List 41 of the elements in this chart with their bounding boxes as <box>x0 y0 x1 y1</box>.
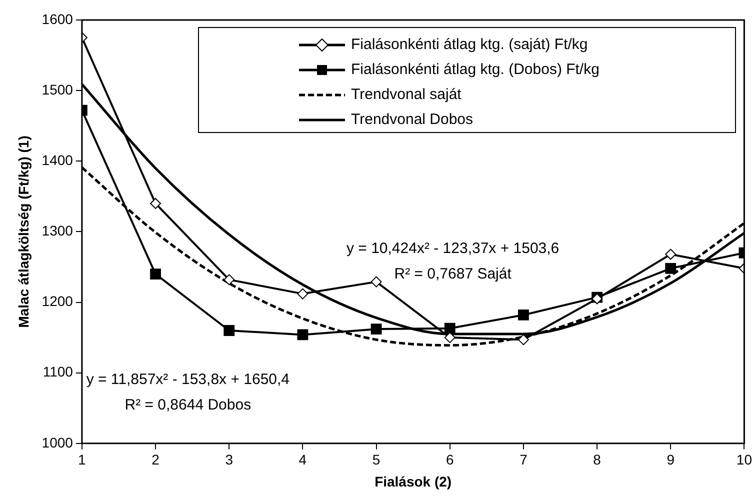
legend-label: Trendvonal saját <box>351 86 462 103</box>
y-tick-label: 1500 <box>42 81 74 98</box>
point <box>150 268 161 280</box>
point <box>665 262 676 274</box>
x-tick-label: 1 <box>78 452 86 468</box>
x-axis-title: Fialások (2) <box>374 473 452 490</box>
annotation: R² = 0,7687 Saját <box>394 265 512 282</box>
x-tick-label: 7 <box>520 452 528 468</box>
x-tick-label: 4 <box>298 452 307 468</box>
point <box>665 248 676 260</box>
legend-label: Fialásonkénti átlag ktg. (saját) Ft/kg <box>351 36 588 53</box>
annotation: R² = 0,8644 Dobos <box>124 396 252 414</box>
x-tick-label: 6 <box>446 452 454 468</box>
x-tick-label: 9 <box>666 452 675 468</box>
point <box>370 276 382 288</box>
y-tick-label: 1600 <box>42 10 74 27</box>
point <box>370 324 382 335</box>
x-tick-label: 2 <box>152 452 160 468</box>
x-tick-label: 3 <box>225 452 234 468</box>
y-tick-label: 1000 <box>42 434 74 450</box>
point <box>444 332 456 344</box>
point <box>150 198 162 209</box>
y-tick-label: 1100 <box>42 364 74 380</box>
annotation: y = 11,857x² - 153,8x + 1650,4 <box>86 371 290 388</box>
y-tick-label: 1400 <box>42 152 74 168</box>
legend-label: Trendvonal Dobos <box>351 111 474 128</box>
point <box>297 288 308 300</box>
point <box>297 329 308 340</box>
x-tick-label: 10 <box>736 452 752 468</box>
y-tick-label: 1300 <box>42 222 74 239</box>
point <box>444 322 456 334</box>
x-tick-label: 5 <box>372 452 380 468</box>
legend-label: Fialásonkénti átlag ktg. (Dobos) Ft/kg <box>351 61 600 78</box>
y-tick-label: 1200 <box>42 293 74 310</box>
annotation: y = 10,424x² - 123,37x + 1503,6 <box>346 240 560 257</box>
point <box>518 334 529 346</box>
point <box>224 325 235 336</box>
y-axis-title: Malac átlagköltség (Ft/kg) (1) <box>15 136 32 328</box>
point <box>518 310 529 320</box>
point <box>224 274 235 286</box>
x-tick-label: 8 <box>593 452 602 468</box>
